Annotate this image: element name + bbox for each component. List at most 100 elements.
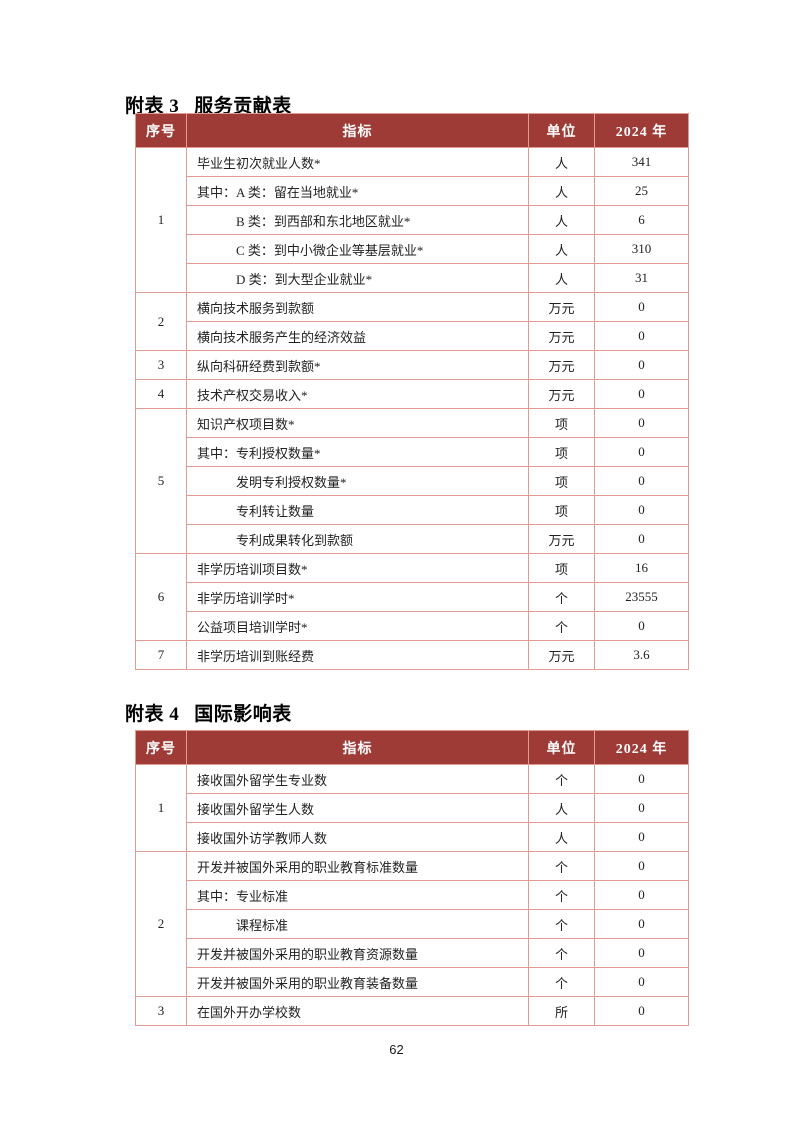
value-cell: 0 — [594, 466, 689, 496]
indicator-cell: 课程标准 — [186, 909, 529, 939]
indicator-cell: 开发并被国外采用的职业教育标准数量 — [186, 851, 529, 881]
table-row: 4 技术产权交易收入* 万元 0 — [135, 379, 689, 409]
value-cell: 0 — [594, 880, 689, 910]
indicator-cell: 横向技术服务产生的经济效益 — [186, 321, 529, 351]
header-row: 序号 指标 单位 2024 年 — [135, 730, 689, 765]
indicator-cell: 接收国外访学教师人数 — [186, 822, 529, 852]
row-number-cell: 2 — [135, 851, 187, 997]
indicator-cell: 在国外开办学校数 — [186, 996, 529, 1026]
table-row: 1 接收国外留学生专业数个 0 — [135, 764, 689, 852]
row-number-cell: 3 — [135, 996, 187, 1026]
unit-cell: 项 — [528, 437, 595, 467]
table-row: 6 非学历培训项目数* 项 16 — [135, 553, 689, 641]
indicator-cell: 发明专利授权数量* — [186, 466, 529, 496]
value-cell: 0 — [594, 822, 689, 852]
table-row: 接收国外访学教师人数人 0 — [136, 822, 689, 852]
value-cell: 0 — [594, 437, 689, 467]
value-cell: 0 — [594, 996, 689, 1026]
table4-title-text: 国际影响表 — [194, 704, 292, 725]
value-cell: 0 — [594, 524, 689, 554]
indicator-cell: 其中：专利授权数量* — [186, 437, 529, 467]
column-header: 2024 年 — [594, 113, 689, 148]
unit-cell: 万元 — [528, 379, 595, 409]
unit-cell: 个 — [528, 880, 595, 910]
unit-cell: 万元 — [528, 350, 595, 380]
value-cell: 0 — [594, 851, 689, 881]
value-cell: 31 — [594, 263, 689, 293]
table-row: 专利成果转化到款额 万元 0 — [136, 524, 689, 554]
unit-cell: 人 — [528, 176, 595, 206]
value-cell: 0 — [594, 495, 689, 525]
value-cell: 0 — [594, 967, 689, 997]
indicator-cell: C 类：到中小微企业等基层就业* — [186, 234, 529, 264]
indicator-cell: 技术产权交易收入* — [186, 379, 529, 409]
table-row: 发明专利授权数量* 项 0 — [136, 466, 689, 496]
unit-cell: 万元 — [528, 524, 595, 554]
column-header: 单位 — [528, 730, 595, 765]
row-number-cell: 2 — [135, 292, 187, 351]
indicator-cell: 开发并被国外采用的职业教育资源数量 — [186, 938, 529, 968]
international-influence-table-container: 序号 指标 单位 2024 年 1 接收国外留学生专业数个 0 接收国外留学生人数人 0 接收国外… — [135, 730, 689, 1026]
service-contribution-table-container: 序号 指标 单位 2024 年 1 毕业生初次就业人数* 人 341 其中：A 类：留在当地就业… — [135, 113, 689, 670]
table4-title-prefix: 附表 4 — [125, 704, 180, 725]
service-contribution-table: 序号 指标 单位 2024 年 1 毕业生初次就业人数* 人 341 其中：A 类：留在当地就业… — [135, 113, 689, 670]
table-row: 7 非学历培训到账经费 万元 3.6 — [135, 640, 689, 670]
indicator-cell: D 类：到大型企业就业* — [186, 263, 529, 293]
row-number-cell: 1 — [135, 147, 187, 293]
indicator-cell: 公益项目培训学时* — [186, 611, 529, 641]
indicator-cell: 纵向科研经费到款额* — [186, 350, 529, 380]
indicator-cell: 知识产权项目数* — [186, 408, 529, 438]
indicator-cell: 开发并被国外采用的职业教育装备数量 — [186, 967, 529, 997]
table-row: 3 在国外开办学校数所 0 — [135, 996, 689, 1026]
column-header: 序号 — [135, 730, 187, 765]
table3-title-prefix: 附表 3 — [125, 96, 180, 117]
table-row: 课程标准个 0 — [136, 909, 689, 939]
column-header: 指标 — [186, 113, 529, 148]
indicator-cell: 非学历培训到账经费 — [186, 640, 529, 670]
column-header: 单位 — [528, 113, 595, 148]
value-cell: 16 — [594, 553, 689, 583]
row-number-cell: 6 — [135, 553, 187, 641]
header-row: 序号 指标 单位 2024 年 — [135, 113, 689, 148]
row-number-cell: 7 — [135, 640, 187, 670]
table-row: 5 知识产权项目数* 项 0 — [135, 408, 689, 554]
unit-cell: 人 — [528, 205, 595, 235]
unit-cell: 人 — [528, 147, 595, 177]
table-row: 3 纵向科研经费到款额* 万元 0 — [135, 350, 689, 380]
table-row: 其中：A 类：留在当地就业* 人 25 — [136, 176, 689, 206]
table-row: B 类：到西部和东北地区就业* 人 6 — [136, 205, 689, 235]
value-cell: 0 — [594, 292, 689, 322]
unit-cell: 个 — [528, 582, 595, 612]
unit-cell: 人 — [528, 793, 595, 823]
value-cell: 23555 — [594, 582, 689, 612]
indicator-cell: 非学历培训项目数* — [186, 553, 529, 583]
value-cell: 25 — [594, 176, 689, 206]
row-number-cell: 5 — [135, 408, 187, 554]
table-row: D 类：到大型企业就业* 人 31 — [136, 263, 689, 293]
unit-cell: 人 — [528, 822, 595, 852]
unit-cell: 项 — [528, 553, 595, 583]
value-cell: 0 — [594, 611, 689, 641]
row-number-cell: 4 — [135, 379, 187, 409]
unit-cell: 万元 — [528, 321, 595, 351]
table-row: 非学历培训学时* 个 23555 — [136, 582, 689, 612]
unit-cell: 项 — [528, 408, 595, 438]
table-row: 2 开发并被国外采用的职业教育标准数量个 0 — [135, 851, 689, 997]
indicator-cell: 接收国外留学生专业数 — [186, 764, 529, 794]
unit-cell: 个 — [528, 967, 595, 997]
indicator-cell: 专利成果转化到款额 — [186, 524, 529, 554]
table-row: 接收国外留学生人数人 0 — [136, 793, 689, 823]
column-header: 指标 — [186, 730, 529, 765]
table-row: 开发并被国外采用的职业教育资源数量个 0 — [136, 938, 689, 968]
table3-title-text: 服务贡献表 — [194, 96, 292, 117]
table-row: 其中：专利授权数量* 项 0 — [136, 437, 689, 467]
table-row: 横向技术服务产生的经济效益 万元 0 — [136, 321, 689, 351]
unit-cell: 所 — [528, 996, 595, 1026]
indicator-cell: 其中：专业标准 — [186, 880, 529, 910]
indicator-cell: 非学历培训学时* — [186, 582, 529, 612]
table-row: 1 毕业生初次就业人数* 人 341 — [135, 147, 689, 293]
indicator-cell: B 类：到西部和东北地区就业* — [186, 205, 529, 235]
column-header: 序号 — [135, 113, 187, 148]
value-cell: 310 — [594, 234, 689, 264]
